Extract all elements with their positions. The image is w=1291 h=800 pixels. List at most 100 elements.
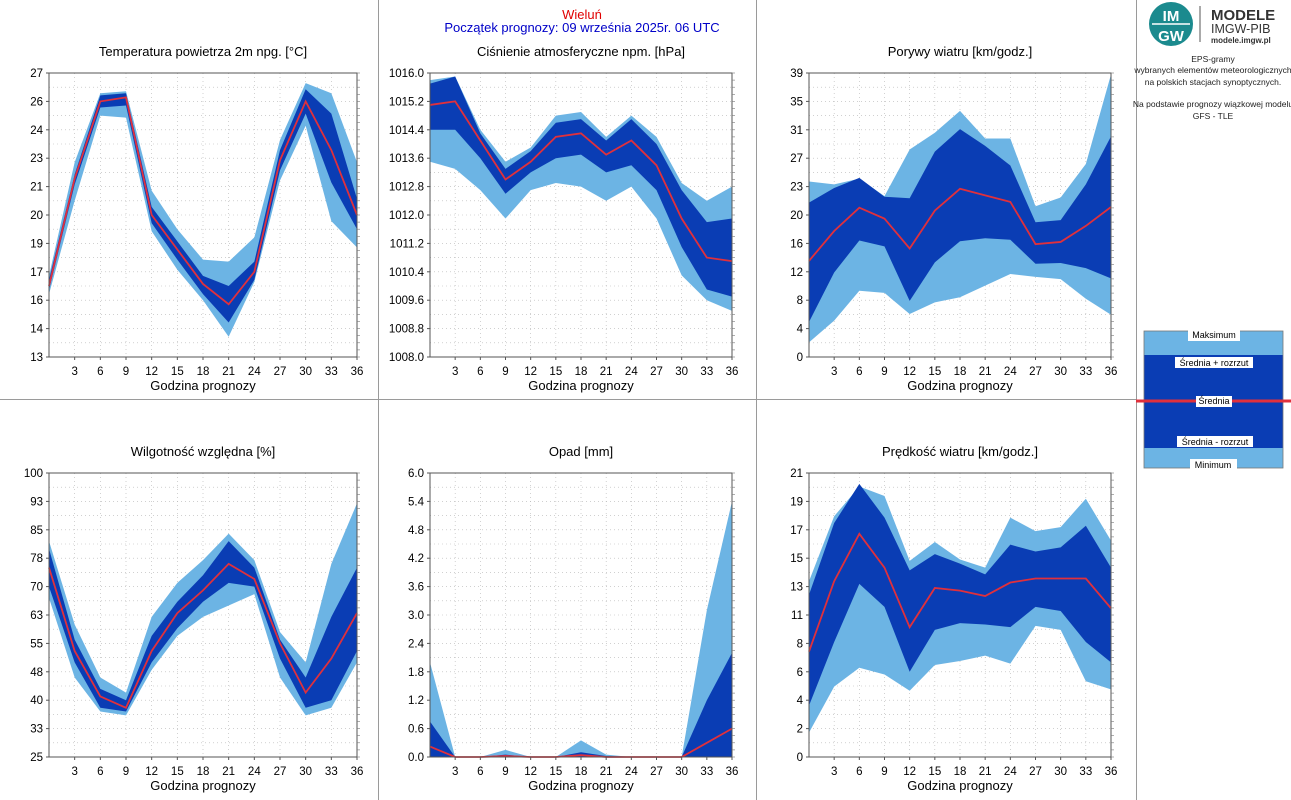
x-tick-label: 21 (979, 766, 992, 778)
y-tick-label: 5.4 (408, 496, 425, 508)
y-tick-label: 0.0 (408, 752, 424, 764)
x-tick-label: 3 (831, 766, 837, 778)
logo-subtitle: IMGW-PIB (1211, 22, 1271, 36)
x-tick-label: 18 (197, 366, 210, 378)
x-tick-label: 12 (903, 766, 916, 778)
x-tick-label: 33 (325, 766, 338, 778)
x-tick-label: 36 (726, 366, 739, 378)
y-tick-label: 1011.2 (390, 238, 424, 250)
chart-title: Ciśnienie atmosferyczne npm. [hPa] (477, 44, 685, 59)
x-tick-label: 27 (1029, 766, 1042, 778)
y-tick-label: 21 (30, 182, 43, 194)
description-line4: Na podstawie prognozy wiązkowej modelu (1133, 99, 1291, 109)
x-tick-label: 12 (145, 766, 158, 778)
y-tick-label: 4 (797, 695, 804, 707)
series-spread-band (809, 129, 1111, 323)
x-tick-label: 9 (502, 366, 508, 378)
y-tick-label: 55 (30, 638, 43, 650)
x-tick-label: 30 (1054, 766, 1067, 778)
x-tick-label: 9 (881, 766, 887, 778)
x-tick-label: 21 (600, 766, 613, 778)
x-tick-label: 15 (549, 766, 562, 778)
chart-title: Wilgotność względna [%] (131, 444, 276, 459)
station-name: Wieluń (562, 7, 602, 22)
x-tick-label: 12 (524, 766, 537, 778)
x-axis-label: Godzina prognozy (528, 778, 634, 793)
x-tick-label: 33 (1079, 766, 1092, 778)
y-tick-label: 4 (797, 324, 804, 336)
y-tick-label: 27 (790, 153, 803, 165)
x-tick-label: 21 (222, 766, 235, 778)
x-tick-label: 6 (477, 766, 483, 778)
legend: Maksimum Średnia + rozrzut Średnia Średn… (1136, 330, 1291, 470)
series-min-max-band (49, 83, 357, 337)
y-tick-label: 14 (30, 324, 43, 336)
y-tick-label: 8 (797, 638, 803, 650)
y-tick-label: 25 (30, 752, 43, 764)
y-tick-label: 2 (797, 724, 803, 736)
y-tick-label: 1012.8 (389, 182, 424, 194)
chart-title: Temperatura powietrza 2m npg. [°C] (99, 44, 307, 59)
y-tick-label: 19 (30, 238, 43, 250)
y-tick-label: 1008.0 (389, 352, 424, 364)
x-tick-label: 6 (477, 366, 483, 378)
y-tick-label: 19 (790, 496, 803, 508)
series-min-max-band (49, 503, 357, 716)
y-tick-label: 23 (30, 153, 43, 165)
x-tick-label: 12 (524, 366, 537, 378)
series-mean-line (808, 187, 1112, 262)
description-block: EPS-gramy wybranych elementów meteorolog… (1133, 54, 1291, 121)
y-tick-label: 20 (790, 210, 803, 222)
x-tick-label: 24 (625, 766, 638, 778)
y-tick-label: 12 (790, 267, 803, 279)
x-tick-label: 27 (274, 766, 287, 778)
y-tick-label: 63 (30, 610, 43, 622)
y-tick-label: 23 (790, 182, 803, 194)
y-tick-label: 40 (30, 695, 43, 707)
x-tick-label: 36 (351, 766, 364, 778)
x-tick-label: 3 (452, 766, 458, 778)
x-tick-label: 30 (675, 766, 688, 778)
x-tick-label: 36 (1105, 366, 1118, 378)
y-tick-label: 15 (790, 553, 803, 565)
x-axis-label: Godzina prognozy (150, 778, 256, 793)
x-tick-label: 3 (831, 366, 837, 378)
legend-min-band (1144, 448, 1283, 468)
x-tick-label: 9 (881, 366, 887, 378)
logo-badge-top: IM (1163, 8, 1180, 25)
x-tick-label: 24 (248, 366, 261, 378)
x-tick-label: 27 (650, 766, 663, 778)
legend-upper-label: Średnia + rozrzut (1180, 357, 1249, 368)
chart-title: Prędkość wiatru [km/godz.] (882, 444, 1038, 459)
chart-1: Temperatura powietrza 2m npg. [°C] 13 14 16… (30, 44, 363, 393)
x-tick-label: 33 (700, 766, 713, 778)
y-tick-label: 1.2 (408, 695, 424, 707)
y-tick-label: 1.8 (408, 667, 424, 679)
series-mean-line (48, 562, 358, 709)
y-tick-label: 1013.6 (389, 153, 424, 165)
x-tick-label: 15 (928, 766, 941, 778)
y-tick-label: 0 (797, 352, 803, 364)
x-tick-label: 18 (954, 766, 967, 778)
y-tick-label: 35 (790, 96, 803, 108)
y-tick-label: 4.2 (408, 553, 424, 565)
series-mean-line (808, 532, 1112, 652)
description-line2: wybranych elementów meteorologicznych (1133, 65, 1291, 75)
x-tick-label: 18 (954, 366, 967, 378)
y-tick-label: 2.4 (408, 638, 425, 650)
x-tick-label: 3 (71, 366, 77, 378)
x-tick-label: 18 (575, 766, 588, 778)
logo-url: modele.imgw.pl (1211, 36, 1271, 45)
description-line3: na polskich stacjach synoptycznych. (1145, 77, 1282, 87)
x-tick-label: 6 (97, 366, 103, 378)
y-tick-label: 16 (30, 295, 43, 307)
x-tick-label: 6 (856, 766, 862, 778)
y-tick-label: 0 (797, 752, 803, 764)
x-tick-label: 9 (502, 766, 508, 778)
y-tick-label: 1016.0 (389, 68, 424, 80)
x-tick-label: 21 (600, 366, 613, 378)
series-spread-band (430, 76, 732, 297)
y-tick-label: 6 (797, 667, 803, 679)
x-tick-label: 3 (71, 766, 77, 778)
y-tick-label: 4.8 (408, 525, 424, 537)
